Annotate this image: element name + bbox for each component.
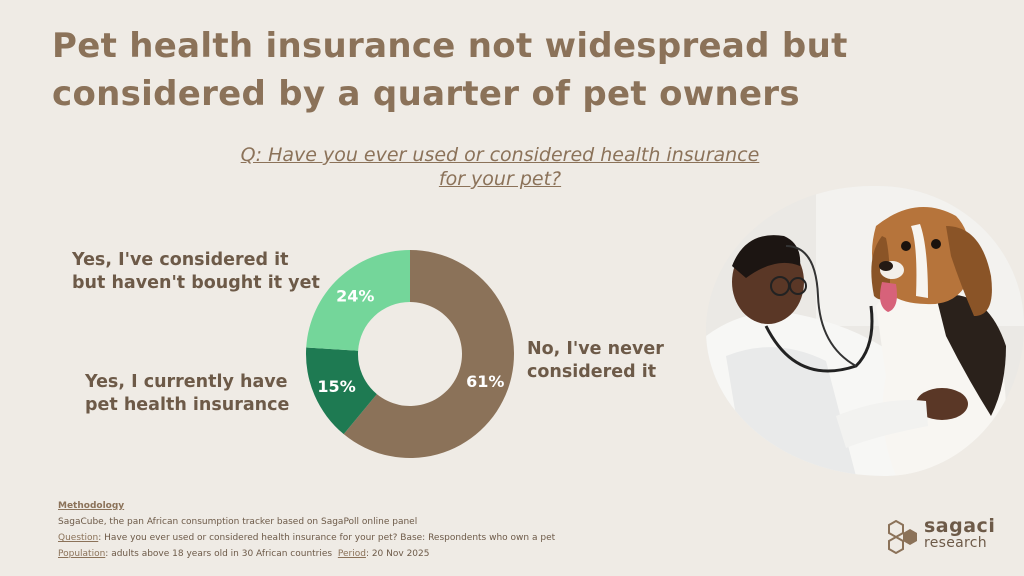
population-text: : adults above 18 years old in 30 Africa… bbox=[105, 549, 333, 559]
methodology-block: Methodology SagaCube, the pan African co… bbox=[58, 498, 555, 562]
methodology-heading: Methodology bbox=[58, 501, 125, 511]
methodology-population: Population: adults above 18 years old in… bbox=[58, 546, 555, 562]
question-label: Question bbox=[58, 533, 99, 543]
donut-chart: 61% 15% 24% bbox=[306, 250, 514, 458]
vet-with-beagle-photo bbox=[706, 186, 1024, 476]
period-label: Period bbox=[337, 549, 366, 559]
label-current: Yes, I currently have pet health insuran… bbox=[85, 371, 289, 417]
slice-considered-label: 24% bbox=[336, 287, 374, 306]
page-title: Pet health insurance not widespread but … bbox=[52, 26, 848, 114]
question-text: : Have you ever used or considered healt… bbox=[98, 533, 556, 543]
label-considered: Yes, I've considered it but haven't boug… bbox=[72, 249, 320, 295]
methodology-question: Question: Have you ever used or consider… bbox=[58, 530, 555, 546]
period-text: : 20 Nov 2025 bbox=[365, 549, 430, 559]
label-no-line1: No, I've never bbox=[527, 339, 664, 359]
sagaci-logo: sagaci research bbox=[924, 515, 996, 552]
logo-line1: sagaci bbox=[924, 515, 996, 537]
sagaci-logo-icon bbox=[888, 520, 917, 554]
slice-considered bbox=[306, 250, 410, 351]
label-current-line2: pet health insurance bbox=[85, 395, 290, 415]
slice-current-label: 15% bbox=[317, 377, 355, 396]
label-considered-line1: Yes, I've considered it bbox=[72, 250, 289, 270]
methodology-line1: SagaCube, the pan African consumption tr… bbox=[58, 517, 418, 527]
label-current-line1: Yes, I currently have bbox=[85, 372, 288, 392]
slice-no bbox=[343, 250, 514, 458]
logo-line2: research bbox=[924, 535, 987, 551]
slice-no-label: 61% bbox=[466, 372, 504, 391]
label-no-line2: considered it bbox=[527, 362, 657, 382]
slice-current bbox=[306, 347, 377, 435]
label-no: No, I've never considered it bbox=[527, 338, 664, 384]
population-label: Population bbox=[58, 549, 106, 559]
label-considered-line2: but haven't bought it yet bbox=[72, 273, 320, 293]
survey-question: Q: Have you ever used or considered heal… bbox=[240, 144, 760, 190]
